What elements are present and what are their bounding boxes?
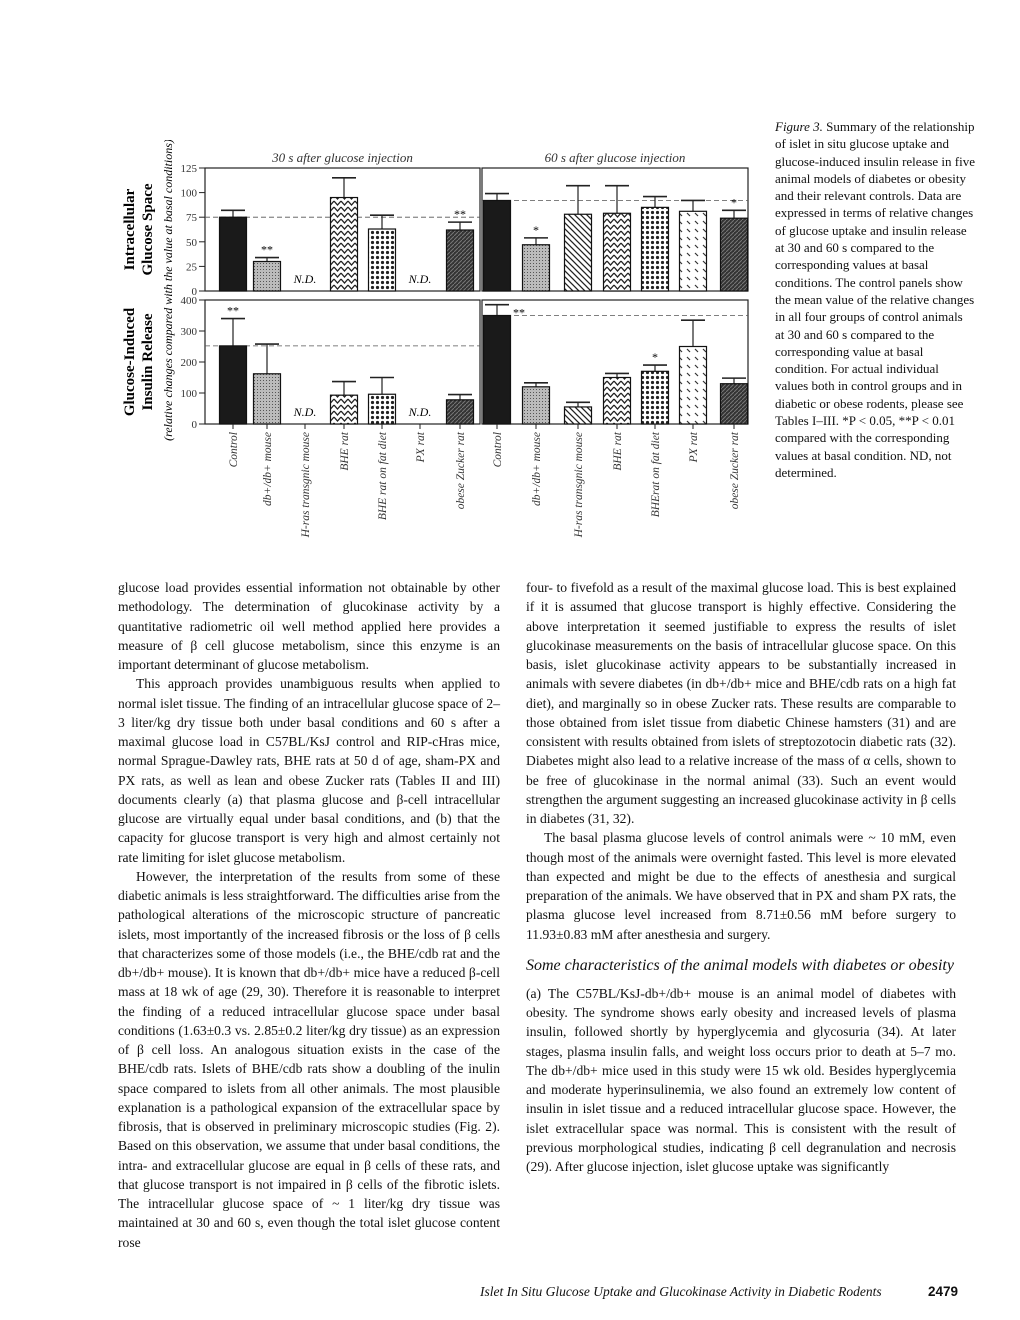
significance-marker: ** <box>227 304 239 318</box>
bar <box>482 199 512 292</box>
paragraph: (a) The C57BL/KsJ-db+/db+ mouse is an an… <box>526 985 956 1174</box>
bar <box>445 229 475 292</box>
x-category-label: BHE rat <box>612 431 624 470</box>
panel-title: 30 s after glucose injection <box>271 150 413 165</box>
nd-label: N.D. <box>408 405 432 419</box>
x-category-label: PX rat <box>688 431 700 463</box>
paragraph: glucose load provides essential informat… <box>118 580 500 672</box>
nd-label: N.D. <box>293 272 317 286</box>
section-heading: Some characteristics of the animal model… <box>526 956 954 974</box>
caption-label: Figure 3. <box>775 119 823 134</box>
bar <box>521 244 551 292</box>
x-category-label: obese Zucker rat <box>729 431 741 509</box>
y-axis-label: Glucose Space <box>140 183 156 275</box>
body-column-right: four- to fivefold as a result of the max… <box>526 578 956 1176</box>
significance-marker: * <box>731 195 737 209</box>
bar <box>640 206 670 292</box>
y-axis-label: Intracellular <box>122 188 138 270</box>
x-category-label: Control <box>492 432 504 467</box>
bar <box>218 345 248 425</box>
y-tick-label: 0 <box>192 286 198 298</box>
paragraph: This approach provides unambiguous resul… <box>118 676 500 865</box>
y-axis-label: Insulin Release <box>140 313 156 410</box>
x-category-label: PX rat <box>415 431 427 463</box>
page-number: 2479 <box>928 1284 959 1299</box>
x-category-label: BHE rat <box>339 431 351 470</box>
bar <box>445 399 475 425</box>
y-tick-label: 400 <box>181 295 198 307</box>
x-category-label: BHE rat on fat diet <box>377 431 389 520</box>
x-category-label: obese Zucker rat <box>455 431 467 509</box>
y-tick-label: 100 <box>181 388 198 400</box>
significance-marker: * <box>652 350 658 364</box>
y-tick-label: 0 <box>192 419 198 431</box>
bar <box>482 314 512 425</box>
y-tick-label: 125 <box>181 163 198 175</box>
bar <box>367 228 397 292</box>
bar <box>678 210 708 292</box>
y-axis-common-label: (relative changes compared with the valu… <box>161 140 175 441</box>
bar <box>563 213 593 292</box>
bar <box>367 393 397 425</box>
significance-marker: ** <box>513 306 525 320</box>
x-category-label: Control <box>228 432 240 467</box>
caption-text: Summary of the relationship of islet in … <box>775 119 975 480</box>
x-category-label: H-ras transgnic mouse <box>573 432 585 538</box>
body-column-left: glucose load provides essential informat… <box>118 578 500 1252</box>
significance-marker: ** <box>261 243 273 257</box>
y-tick-label: 50 <box>186 237 198 249</box>
paragraph: four- to fivefold as a result of the max… <box>526 580 956 826</box>
bar <box>602 376 632 425</box>
bar <box>602 212 632 292</box>
running-title: Islet In Situ Glucose Uptake and Glucoki… <box>480 1284 882 1299</box>
figure-3-chart: (relative changes compared with the valu… <box>122 140 749 538</box>
bar <box>563 406 593 425</box>
significance-marker: * <box>533 223 539 237</box>
y-tick-label: 25 <box>186 261 198 273</box>
y-axis-label: Glucose-Induced <box>122 307 138 416</box>
bar <box>252 373 282 425</box>
bar <box>329 196 359 292</box>
x-category-label: db+/db+ mouse <box>262 432 274 506</box>
bar <box>640 370 670 425</box>
nd-label: N.D. <box>408 272 432 286</box>
y-tick-label: 75 <box>186 212 198 224</box>
x-category-label: H-ras transgnic mouse <box>300 432 312 538</box>
bar <box>678 345 708 425</box>
bar <box>329 394 359 425</box>
bar <box>218 216 248 292</box>
y-tick-label: 100 <box>181 188 198 200</box>
panel-title: 60 s after glucose injection <box>545 150 686 165</box>
bar <box>719 383 749 425</box>
figure-caption: Figure 3. Summary of the relationship of… <box>775 118 975 481</box>
significance-marker: ** <box>454 207 466 221</box>
bar <box>719 217 749 292</box>
paragraph: However, the interpretation of the resul… <box>118 868 500 1250</box>
y-tick-label: 300 <box>181 326 198 338</box>
bar <box>252 260 282 292</box>
x-category-label: BHErat on fat diet <box>650 431 662 517</box>
paragraph: The basal plasma glucose levels of contr… <box>526 830 956 942</box>
x-category-label: db+/db+ mouse <box>531 432 543 506</box>
bar <box>521 386 551 425</box>
nd-label: N.D. <box>293 405 317 419</box>
y-tick-label: 200 <box>181 357 198 369</box>
